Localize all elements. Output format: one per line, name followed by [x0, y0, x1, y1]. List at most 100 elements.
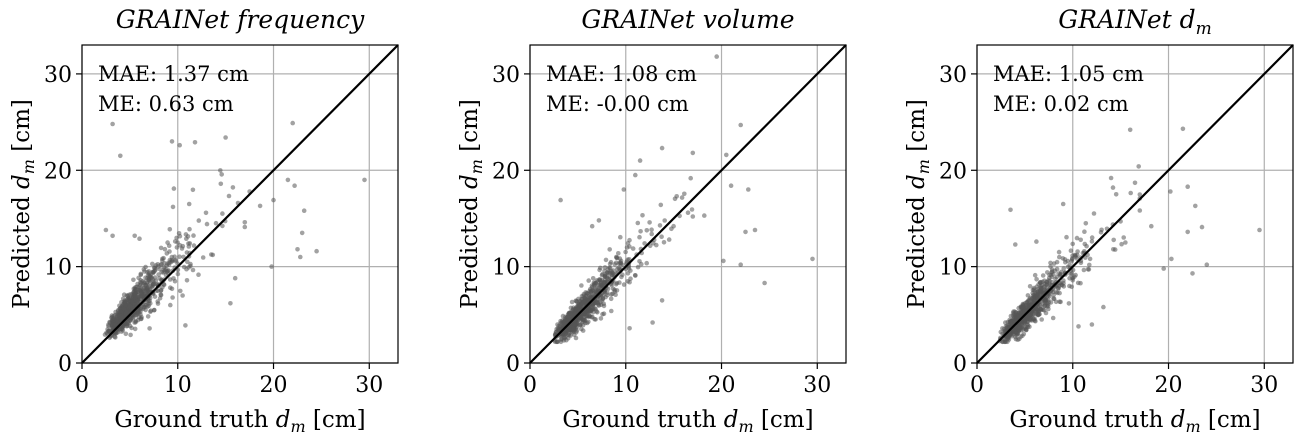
- data-point: [170, 258, 175, 264]
- data-point: [160, 285, 165, 290]
- data-point: [1075, 280, 1081, 286]
- data-point: [168, 302, 173, 308]
- data-point: [301, 208, 307, 213]
- data-point: [1185, 229, 1190, 235]
- data-point: [196, 218, 202, 223]
- data-point: [644, 260, 649, 266]
- data-point: [133, 318, 139, 324]
- chart-title: GRAINet dm: [1058, 5, 1212, 39]
- identity-line: [976, 44, 1294, 364]
- data-point: [579, 326, 584, 332]
- data-point: [1121, 235, 1126, 240]
- data-point: [573, 335, 579, 341]
- data-point: [1086, 267, 1092, 272]
- data-point: [619, 274, 624, 280]
- data-point: [721, 258, 726, 264]
- data-point: [612, 287, 617, 293]
- data-point: [155, 301, 161, 306]
- data-point: [1048, 260, 1053, 266]
- axis-ticks: 0 10 20 30 0 10 20 30: [939, 63, 1278, 398]
- data-point: [178, 288, 183, 294]
- data-point: [1043, 310, 1049, 316]
- data-point: [190, 267, 196, 273]
- data-point: [1025, 293, 1031, 298]
- data-point: [290, 120, 295, 126]
- data-point: [1060, 201, 1066, 207]
- data-point: [133, 294, 139, 300]
- data-point: [190, 187, 196, 193]
- data-point: [1068, 248, 1074, 253]
- data-point: [1032, 272, 1038, 278]
- data-point: [627, 326, 632, 331]
- plot-frame: [976, 44, 1294, 364]
- data-point: [616, 251, 621, 256]
- data-point: [232, 275, 238, 281]
- data-point: [577, 299, 583, 304]
- data-point: [626, 266, 632, 271]
- data-point: [242, 220, 248, 225]
- data-point: [578, 315, 583, 320]
- scatter-points: [552, 54, 815, 345]
- data-point: [644, 228, 650, 233]
- data-point: [638, 229, 643, 234]
- data-point: [1190, 271, 1195, 276]
- data-point: [637, 234, 642, 240]
- data-point: [1068, 271, 1073, 277]
- data-point: [596, 218, 602, 223]
- x-axis-label: Ground truth dm [cm]: [114, 407, 365, 436]
- data-point: [1003, 320, 1008, 325]
- data-point: [1089, 235, 1095, 240]
- data-point: [1180, 126, 1186, 132]
- data-point: [602, 280, 608, 286]
- data-point: [103, 227, 109, 233]
- data-point: [581, 318, 586, 323]
- data-point: [162, 246, 168, 252]
- data-point: [609, 283, 614, 288]
- data-point: [606, 270, 611, 275]
- y-tick-label: 20: [492, 159, 520, 184]
- data-point: [714, 54, 719, 59]
- data-point: [138, 271, 144, 277]
- data-point: [172, 278, 178, 284]
- data-point: [685, 210, 691, 215]
- data-point: [1058, 271, 1063, 277]
- data-point: [1042, 300, 1048, 306]
- data-point: [228, 301, 233, 306]
- data-point: [158, 245, 164, 251]
- data-point: [581, 298, 587, 303]
- data-point: [601, 292, 606, 298]
- data-point: [113, 309, 118, 315]
- data-point: [168, 285, 173, 290]
- data-point: [1037, 280, 1043, 285]
- data-point: [226, 193, 232, 199]
- data-point: [612, 262, 618, 267]
- data-point: [659, 234, 664, 239]
- x-tick-label: 20: [708, 373, 736, 398]
- data-point: [1067, 283, 1072, 289]
- data-point: [598, 265, 603, 271]
- data-point: [555, 339, 561, 345]
- data-point: [1045, 304, 1051, 309]
- data-point: [1123, 240, 1128, 245]
- data-point: [657, 223, 663, 228]
- data-point: [112, 322, 118, 327]
- data-point: [111, 315, 116, 321]
- data-point: [630, 246, 636, 251]
- data-point: [1128, 190, 1133, 196]
- data-point: [152, 268, 158, 274]
- x-axis-label: Ground truth dm [cm]: [1009, 407, 1260, 436]
- data-point: [690, 214, 696, 219]
- data-point: [121, 306, 127, 312]
- data-point: [661, 240, 667, 245]
- data-point: [123, 331, 129, 337]
- data-point: [156, 272, 161, 277]
- y-tick-label: 30: [44, 63, 72, 88]
- data-point: [649, 227, 654, 232]
- y-tick-label: 30: [492, 63, 520, 88]
- data-point: [160, 258, 165, 263]
- x-tick-label: 10: [612, 373, 640, 398]
- identity-line: [81, 44, 399, 364]
- data-point: [624, 245, 630, 250]
- data-point: [1057, 254, 1062, 260]
- data-point: [640, 213, 645, 218]
